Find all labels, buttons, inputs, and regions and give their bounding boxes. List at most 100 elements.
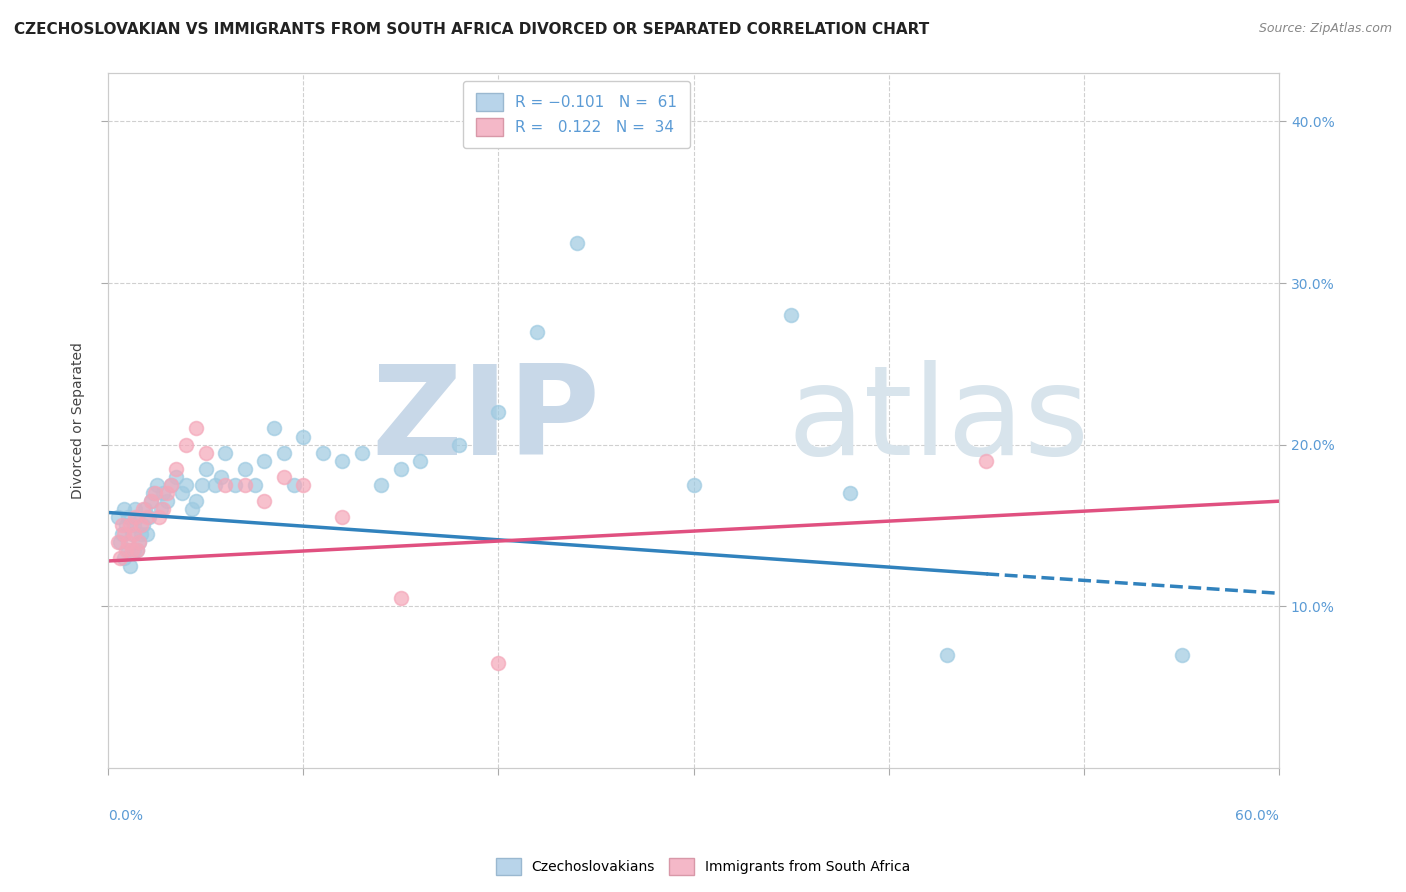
Text: 0.0%: 0.0%: [108, 809, 143, 823]
Point: [108, 534, 131, 549]
Point: [127, 542, 149, 557]
Text: Source: ZipAtlas.com: Source: ZipAtlas.com: [1258, 22, 1392, 36]
Point: [148, 510, 170, 524]
Point: [370, 478, 392, 492]
Point: [292, 429, 315, 443]
Text: ZIP: ZIP: [371, 359, 600, 481]
Point: [152, 502, 174, 516]
Point: [127, 542, 149, 557]
Point: [132, 502, 155, 516]
Point: [121, 542, 143, 557]
Point: [122, 526, 145, 541]
Point: [273, 470, 295, 484]
Point: [191, 478, 214, 492]
Point: [174, 437, 197, 451]
Point: [131, 526, 153, 541]
Point: [172, 486, 194, 500]
Point: [121, 526, 143, 541]
Point: [118, 518, 141, 533]
Point: [166, 462, 188, 476]
Point: [142, 486, 165, 500]
Point: [1170, 648, 1192, 662]
Point: [184, 421, 207, 435]
Point: [194, 462, 217, 476]
Point: [214, 478, 236, 492]
Point: [682, 478, 704, 492]
Point: [107, 510, 129, 524]
Point: [114, 518, 136, 533]
Legend: R = −0.101   N =  61, R =   0.122   N =  34: R = −0.101 N = 61, R = 0.122 N = 34: [464, 80, 689, 148]
Point: [131, 518, 153, 533]
Point: [136, 510, 159, 524]
Point: [108, 550, 131, 565]
Point: [132, 518, 155, 533]
Point: [138, 510, 160, 524]
Point: [292, 478, 315, 492]
Point: [181, 502, 204, 516]
Point: [134, 502, 156, 516]
Point: [112, 502, 135, 516]
Point: [143, 486, 166, 500]
Point: [389, 591, 412, 606]
Point: [838, 486, 860, 500]
Point: [124, 510, 146, 524]
Point: [136, 526, 159, 541]
Point: [936, 648, 959, 662]
Point: [243, 478, 266, 492]
Point: [117, 510, 139, 524]
Point: [156, 486, 179, 500]
Point: [330, 454, 353, 468]
Point: [253, 494, 276, 508]
Point: [124, 502, 146, 516]
Point: [159, 478, 181, 492]
Point: [273, 446, 295, 460]
Point: [224, 478, 246, 492]
Point: [112, 550, 135, 565]
Point: [117, 542, 139, 557]
Point: [139, 494, 162, 508]
Point: [253, 454, 276, 468]
Legend: Czechoslovakians, Immigrants from South Africa: Czechoslovakians, Immigrants from South …: [491, 853, 915, 880]
Point: [128, 534, 150, 549]
Point: [330, 510, 353, 524]
Point: [114, 542, 136, 557]
Point: [107, 534, 129, 549]
Point: [112, 526, 135, 541]
Point: [122, 542, 145, 557]
Point: [111, 526, 134, 541]
Point: [204, 478, 226, 492]
Text: atlas: atlas: [787, 359, 1090, 481]
Point: [118, 558, 141, 573]
Point: [156, 494, 179, 508]
Point: [194, 446, 217, 460]
Point: [152, 486, 174, 500]
Point: [488, 656, 510, 670]
Point: [976, 454, 998, 468]
Point: [312, 446, 335, 460]
Point: [128, 534, 150, 549]
Point: [159, 478, 181, 492]
Point: [233, 478, 256, 492]
Point: [127, 510, 149, 524]
Point: [117, 534, 139, 549]
Point: [149, 502, 172, 516]
Point: [565, 235, 588, 250]
Point: [263, 421, 285, 435]
Point: [146, 478, 169, 492]
Point: [350, 446, 373, 460]
Point: [139, 494, 162, 508]
Point: [174, 478, 197, 492]
Point: [409, 454, 432, 468]
Point: [449, 437, 471, 451]
Point: [166, 470, 188, 484]
Point: [526, 325, 548, 339]
Point: [209, 470, 232, 484]
Point: [283, 478, 305, 492]
Point: [184, 494, 207, 508]
Point: [111, 518, 134, 533]
Point: [233, 462, 256, 476]
Point: [780, 309, 803, 323]
Point: [389, 462, 412, 476]
Point: [488, 405, 510, 419]
Text: 60.0%: 60.0%: [1236, 809, 1279, 823]
